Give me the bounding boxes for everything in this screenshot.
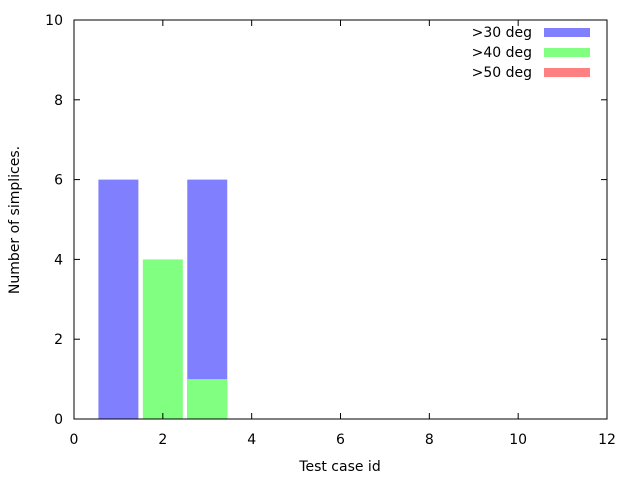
legend-swatch [544,68,590,77]
x-tick-label: 6 [336,432,345,448]
x-tick-label: 8 [425,432,434,448]
x-axis-label: Test case id [298,459,380,475]
y-tick-label: 4 [54,252,63,268]
y-axis-label: Number of simplices. [7,146,23,294]
y-tick-label: 0 [54,412,63,428]
legend: >30 deg >40 deg >50 deg [472,25,590,81]
x-tick-label: 10 [509,432,527,448]
bars-layer [98,179,228,419]
y-tick-label: 2 [54,332,63,348]
bar-series-1-x-2 [142,259,183,419]
legend-swatch [544,28,590,37]
x-tick-label: 2 [158,432,167,448]
legend-label: >30 deg [472,25,532,41]
x-tick-label: 0 [70,432,79,448]
legend-label: >40 deg [472,45,532,61]
bar-series-1-x-3 [187,379,228,419]
y-tick-label: 6 [54,173,63,189]
ticks-layer: 0 2 4 6 8 10 12 0 2 4 6 8 10 [45,13,616,448]
x-tick-label: 12 [598,432,616,448]
y-tick-label: 10 [45,13,63,29]
legend-label: >50 deg [472,65,532,81]
y-tick-label: 8 [54,93,63,109]
legend-swatch [544,48,590,57]
bar-series-0-x-1 [98,179,139,419]
x-tick-label: 4 [247,432,256,448]
